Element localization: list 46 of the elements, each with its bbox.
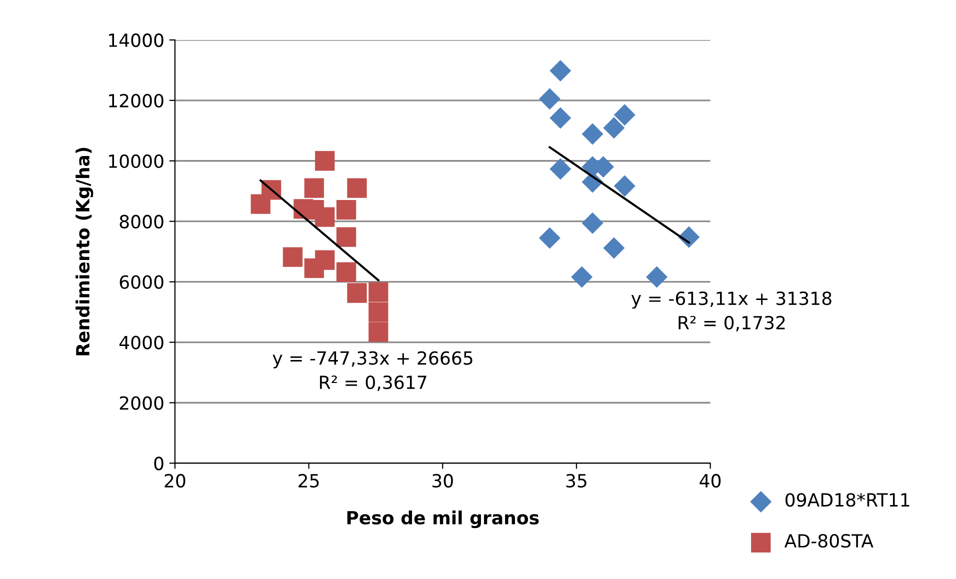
- point: [336, 200, 356, 220]
- legend-label: AD-80STA: [784, 534, 874, 548]
- point: [315, 250, 335, 270]
- y-tick-label: 6000: [120, 275, 164, 289]
- x-tick-label: 30: [432, 474, 453, 488]
- y-tick-label: 14000: [109, 33, 164, 48]
- point: [550, 60, 572, 82]
- x-tick-label: 35: [566, 474, 586, 488]
- x-axis-title: Peso de mil granos: [347, 510, 539, 528]
- point: [538, 227, 560, 249]
- point: [250, 194, 270, 214]
- y-tick-label: 12000: [109, 94, 164, 108]
- annotation: y = -613,11x + 31318 R² = 0,1732: [631, 292, 832, 332]
- point: [347, 283, 367, 303]
- point: [538, 88, 560, 110]
- point: [614, 104, 636, 126]
- point: [368, 322, 388, 342]
- point: [315, 207, 335, 227]
- x-tick-label: 25: [298, 474, 319, 488]
- legend-label: 09AD18*RT11: [786, 493, 910, 507]
- point: [336, 262, 356, 282]
- y-tick-label: 4000: [119, 336, 164, 350]
- point: [582, 123, 604, 145]
- point: [550, 107, 572, 129]
- point: [368, 282, 388, 302]
- point: [368, 302, 388, 322]
- y-axis-title: Rendimiento (Kg/ha): [76, 148, 94, 356]
- y-tick-label: 2000: [120, 396, 164, 410]
- point: [347, 178, 367, 198]
- point: [614, 175, 636, 197]
- point: [603, 117, 625, 139]
- point: [582, 212, 604, 234]
- x-tick-label: 40: [700, 474, 721, 488]
- y-tick-label: 8000: [120, 214, 164, 228]
- x-tick-label: 20: [164, 474, 186, 488]
- point: [571, 266, 593, 288]
- point: [550, 158, 572, 180]
- y-tick-label: 10000: [109, 154, 164, 168]
- point: [315, 151, 335, 171]
- annotation: y = -747,33x + 26665 R² = 0,3617: [272, 351, 472, 392]
- y-tick-label: 0: [154, 456, 164, 470]
- point: [282, 247, 303, 267]
- point: [603, 237, 625, 259]
- point: [646, 266, 668, 288]
- point: [336, 227, 356, 247]
- point: [304, 178, 324, 198]
